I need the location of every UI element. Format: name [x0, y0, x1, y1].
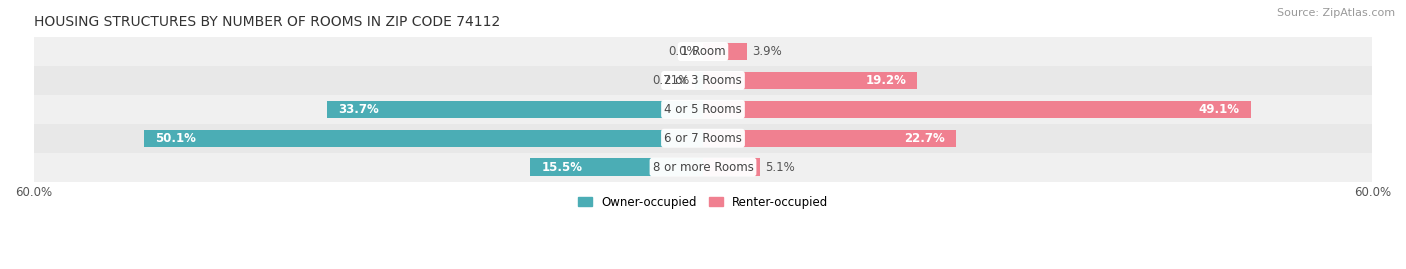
Text: 49.1%: 49.1% [1199, 103, 1240, 116]
Bar [703, 43, 747, 60]
Text: 15.5%: 15.5% [541, 161, 582, 174]
Text: HOUSING STRUCTURES BY NUMBER OF ROOMS IN ZIP CODE 74112: HOUSING STRUCTURES BY NUMBER OF ROOMS IN… [34, 15, 499, 29]
Bar [530, 158, 703, 176]
Bar [703, 72, 917, 89]
Text: 0.71%: 0.71% [652, 74, 689, 87]
Bar [34, 66, 1372, 95]
Bar [143, 130, 703, 147]
Text: Source: ZipAtlas.com: Source: ZipAtlas.com [1277, 8, 1395, 18]
Text: 2 or 3 Rooms: 2 or 3 Rooms [664, 74, 742, 87]
Text: 0.0%: 0.0% [668, 45, 697, 58]
Text: 4 or 5 Rooms: 4 or 5 Rooms [664, 103, 742, 116]
Bar [34, 95, 1372, 124]
Bar [703, 101, 1251, 118]
Bar [695, 72, 703, 89]
Bar [703, 130, 956, 147]
Bar [34, 124, 1372, 153]
Legend: Owner-occupied, Renter-occupied: Owner-occupied, Renter-occupied [572, 191, 834, 213]
Text: 33.7%: 33.7% [339, 103, 378, 116]
Text: 6 or 7 Rooms: 6 or 7 Rooms [664, 132, 742, 145]
Text: 1 Room: 1 Room [681, 45, 725, 58]
Text: 5.1%: 5.1% [765, 161, 796, 174]
Text: 19.2%: 19.2% [865, 74, 905, 87]
Bar [34, 37, 1372, 66]
Text: 50.1%: 50.1% [155, 132, 195, 145]
Bar [703, 158, 759, 176]
Text: 3.9%: 3.9% [752, 45, 782, 58]
Text: 8 or more Rooms: 8 or more Rooms [652, 161, 754, 174]
Bar [34, 153, 1372, 182]
Text: 22.7%: 22.7% [904, 132, 945, 145]
Bar [328, 101, 703, 118]
